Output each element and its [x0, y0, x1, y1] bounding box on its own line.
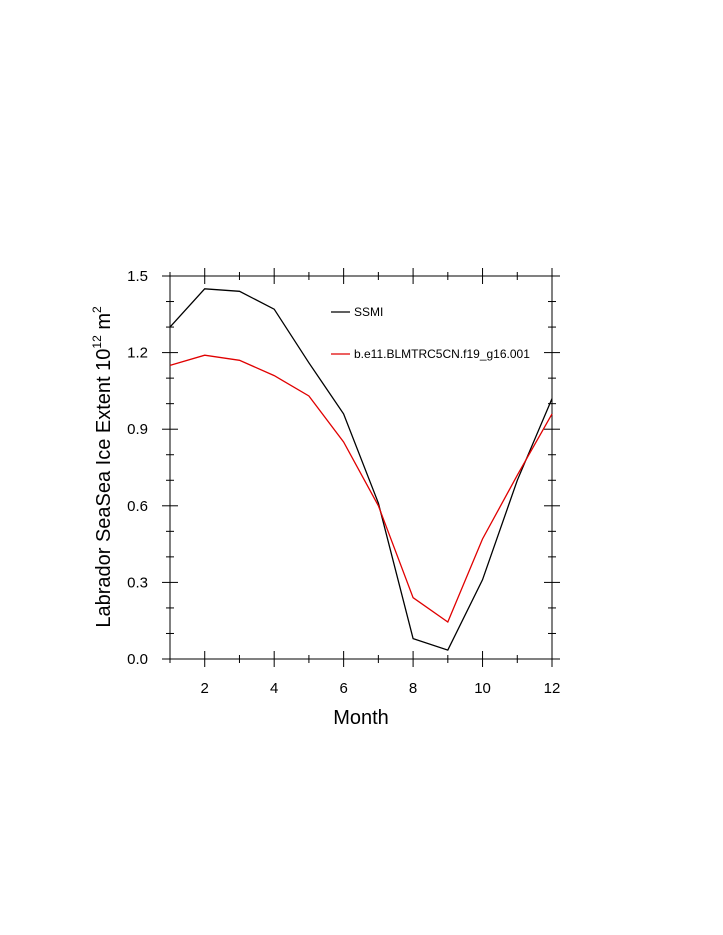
y-tick-label: 1.2: [127, 345, 148, 362]
x-tick-label: 2: [201, 680, 209, 697]
y-axis-title-sup1: 12: [90, 335, 104, 349]
y-tick-label: 0.3: [127, 574, 148, 591]
series-line-ssmi: [169, 288, 553, 651]
minor-ticks: [166, 272, 556, 663]
y-axis-title-main: Labrador SeaSea Ice Extent 10: [93, 349, 115, 628]
x-axis-title: Month: [333, 707, 389, 729]
plot-frame: [169, 275, 553, 660]
y-tick-label: 0.6: [127, 498, 148, 515]
x-tick-label: 4: [270, 680, 278, 697]
y-tick-label: 1.5: [127, 268, 148, 285]
y-axis-title: Labrador SeaSea Ice Extent 1012 m2: [90, 306, 115, 628]
x-tick-label: 10: [474, 680, 491, 697]
legend-label: b.e11.BLMTRC5CN.f19_g16.001: [354, 347, 530, 361]
series-lines: [169, 288, 553, 651]
legend-label: SSMI: [354, 305, 383, 319]
x-tick-label: 6: [339, 680, 347, 697]
x-ticks: 2 4 6 8 10 12: [201, 268, 561, 697]
y-tick-label: 0.9: [127, 421, 148, 438]
x-tick-label: 12: [544, 680, 561, 697]
y-tick-label: 0.0: [127, 651, 148, 668]
legend: SSMI b.e11.BLMTRC5CN.f19_g16.001: [331, 305, 530, 361]
y-axis-title-unit: m: [93, 313, 115, 335]
y-ticks: 0.0 0.3 0.6 0.9 1.2 1.5: [127, 268, 560, 668]
series-line-model: [169, 354, 553, 623]
x-tick-label: 8: [409, 680, 417, 697]
plot-border: [169, 275, 553, 660]
y-axis-title-sup2: 2: [90, 306, 104, 313]
